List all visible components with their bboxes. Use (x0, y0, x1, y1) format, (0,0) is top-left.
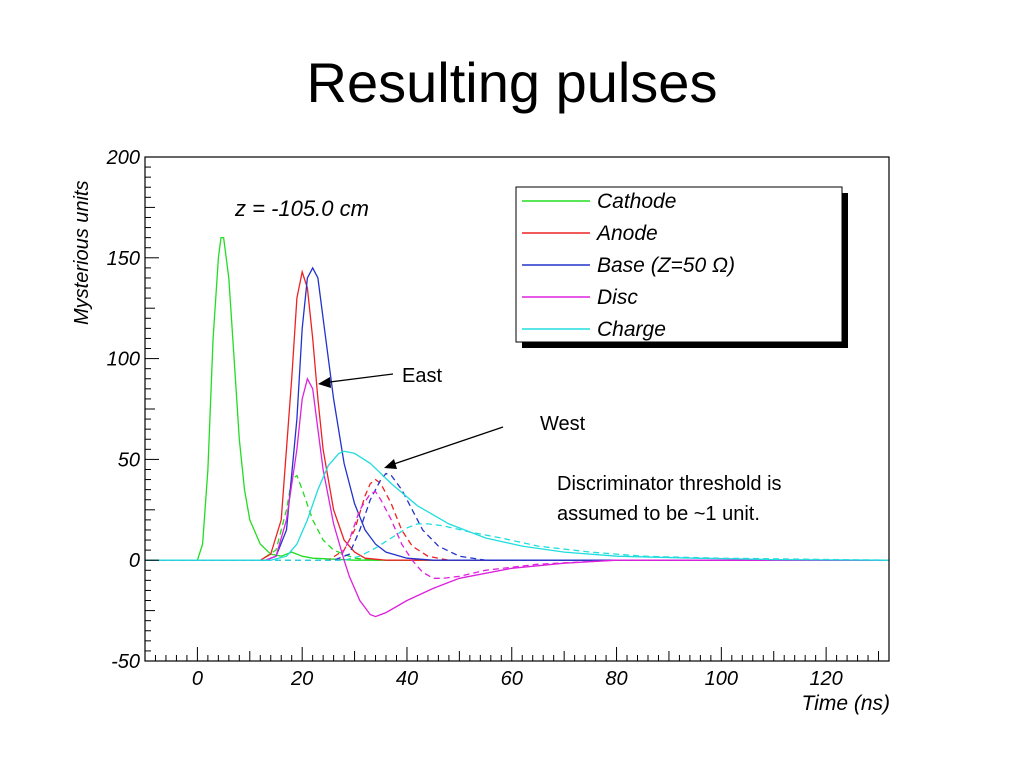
x-tick-label: 20 (290, 668, 313, 690)
x-tick-label: 40 (396, 668, 418, 690)
x-axis-label: Time (ns) (802, 692, 890, 715)
legend-label: Charge (597, 318, 666, 341)
x-tick-label: 60 (501, 668, 523, 690)
legend-label: Disc (597, 286, 638, 309)
west-arrowhead (384, 459, 397, 469)
east-arrowhead (318, 377, 331, 388)
east-annotation: East (402, 365, 443, 387)
y-tick-label: 150 (107, 248, 140, 270)
annotation-arrows (318, 373, 504, 469)
y-tick-label: 50 (118, 449, 140, 471)
series-cathode-dashed-line (145, 474, 889, 561)
series-disc-solid-line (145, 377, 889, 618)
series-anode-solid-line (145, 269, 889, 561)
legend-label: Anode (595, 222, 658, 245)
series-layer (145, 236, 890, 618)
west-arrow (387, 426, 504, 467)
threshold-note-line1: Discriminator threshold is (557, 473, 782, 495)
y-tick-label: 100 (107, 349, 140, 371)
legend: Cathode Anode Base (Z=50 Ω) Disc Charge (515, 186, 848, 348)
y-tick-label: 0 (129, 550, 140, 572)
x-tick-label: 0 (192, 668, 203, 690)
west-annotation: West (540, 413, 586, 435)
ticks-layer: 0 20 40 60 80 100 120 -50 0 50 100 150 200 (106, 147, 880, 690)
x-tick-label: 80 (605, 668, 627, 690)
y-axis-label: Mysterious units (71, 181, 93, 326)
series-base-solid-line (145, 266, 889, 561)
series-charge-dashed-line (145, 523, 890, 561)
east-arrow (321, 373, 394, 384)
slide-title: Resulting pulses (306, 51, 718, 114)
x-tick-label: 120 (809, 668, 842, 690)
series-base-dashed-line (145, 472, 889, 561)
series-cathode-solid-line (145, 236, 889, 561)
y-tick-label: -50 (111, 651, 140, 673)
series-anode-dashed-line (145, 478, 889, 561)
series-disc-dashed-line (145, 490, 889, 579)
legend-label: Base (Z=50 Ω) (597, 254, 735, 277)
y-tick-label: 200 (106, 147, 140, 169)
x-tick-label: 100 (705, 668, 738, 690)
inner-label: z = -105.0 cm (234, 196, 369, 221)
threshold-note-line2: assumed to be ~1 unit. (557, 503, 760, 525)
series-charge-solid-line (145, 450, 890, 561)
legend-label: Cathode (597, 190, 676, 213)
